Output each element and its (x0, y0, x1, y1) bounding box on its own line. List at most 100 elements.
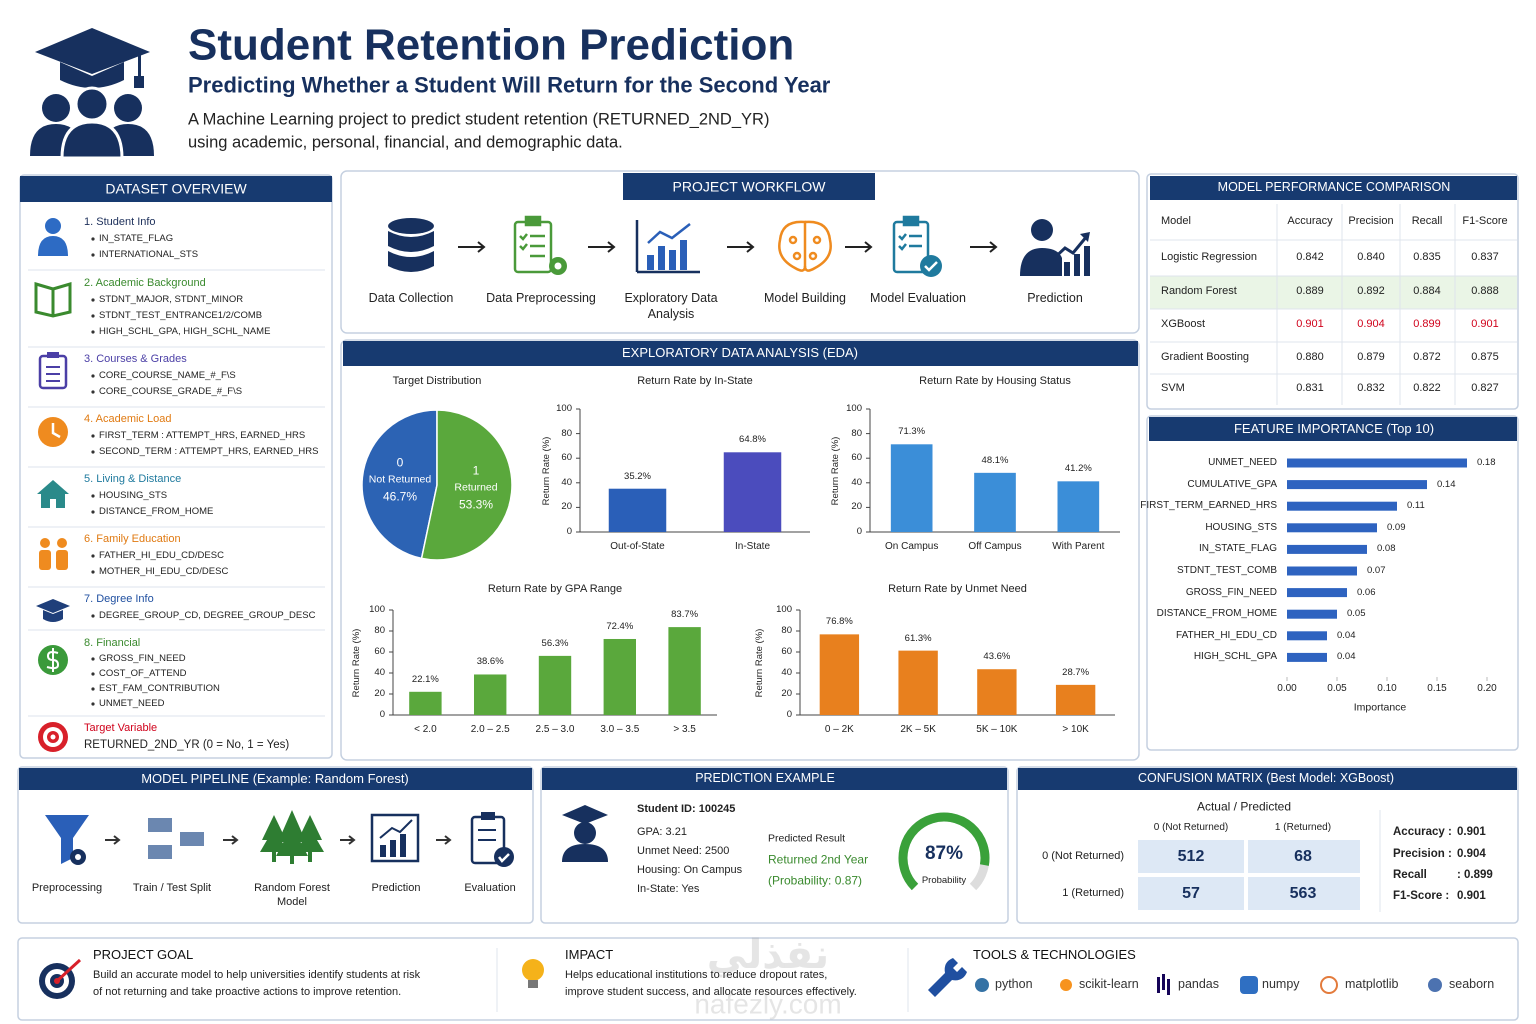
bar (1287, 566, 1357, 576)
description: A Machine Learning project to predict st… (188, 110, 770, 129)
group-item: HOUSING_STS (99, 490, 168, 502)
value-label: 28.7% (1062, 666, 1090, 678)
chart-title: Return Rate by Housing Status (919, 375, 1071, 388)
metric-label: Precision : (1393, 847, 1452, 860)
y-tick-label: HOUSING_STS (1205, 521, 1277, 533)
x-axis-label: Importance (1353, 701, 1407, 714)
slice-name: Not Returned (368, 473, 432, 486)
y-tick-label: 100 (846, 403, 862, 415)
cm-row: 0 (Not Returned) (1042, 850, 1124, 863)
workflow-step: Model Evaluation (870, 291, 966, 305)
table-header: Recall (1411, 215, 1443, 228)
y-axis-label: Return Rate (%) (351, 628, 363, 697)
x-tick-label: In-State (734, 540, 771, 552)
cm-cell: 512 (1177, 848, 1205, 865)
panel-title: EXPLORATORY DATA ANALYSIS (EDA) (621, 344, 859, 360)
bullet (91, 450, 95, 454)
bar (1287, 480, 1427, 490)
metric-label: Recall (1393, 868, 1427, 881)
bar (819, 634, 860, 715)
bullet (91, 494, 95, 498)
cm-axis-title: Actual / Predicted (1196, 799, 1292, 814)
table-cell: 0.888 (1471, 285, 1499, 298)
x-tick-label: Off Campus (968, 540, 1022, 552)
tool: seaborn (1449, 977, 1495, 992)
subtitle: Predicting Whether a Student Will Return… (188, 72, 831, 98)
x-tick-label: < 2.0 (414, 723, 437, 735)
table-cell: 0.831 (1296, 382, 1324, 395)
table-header: Model (1161, 215, 1191, 228)
field: In-State: Yes (637, 883, 700, 896)
bar (898, 650, 938, 715)
panel-title: CONFUSION MATRIX (Best Model: XGBoost) (1137, 771, 1395, 786)
result: Returned 2nd Year (768, 852, 869, 867)
bullet (91, 672, 95, 676)
group-item: FIRST_TERM : ATTEMPT_HRS, EARNED_HRS (99, 430, 306, 442)
pipeline-step: Prediction (371, 882, 421, 894)
x-tick-label: 0.05 (1327, 682, 1347, 694)
value-label: 56.3% (541, 637, 569, 649)
y-tick-label: 0 (856, 526, 862, 538)
bullet (91, 687, 95, 691)
table-cell: 0.832 (1357, 382, 1385, 395)
bar (608, 488, 667, 532)
y-tick-label: 80 (851, 427, 862, 439)
value-label: 71.3% (898, 426, 926, 438)
value-label: 76.8% (825, 616, 853, 628)
x-tick-label: 5K – 10K (976, 723, 1018, 735)
bar (1287, 458, 1467, 468)
y-axis-label: Return Rate (%) (754, 628, 766, 697)
table-cell: 0.889 (1296, 285, 1324, 298)
x-tick-label: > 3.5 (673, 723, 696, 735)
bar (974, 472, 1016, 532)
probability: (Probability: 0.87) (768, 873, 863, 888)
y-tick-label: HIGH_SCHL_GPA (1193, 651, 1277, 663)
target-title: Target Variable (84, 722, 158, 735)
tool: matplotlib (1345, 977, 1399, 992)
value-label: 0.14 (1437, 478, 1456, 490)
student-icon (562, 805, 608, 862)
description: using academic, personal, financial, and… (188, 133, 623, 152)
footer-title: PROJECT GOAL (93, 946, 194, 962)
x-tick-label: 0.00 (1277, 682, 1297, 694)
chart-title: Return Rate by Unmet Need (888, 583, 1027, 596)
table-cell: 0.875 (1471, 351, 1499, 364)
cm-cell: 563 (1289, 885, 1317, 902)
metric-value: 0.901 (1457, 825, 1486, 838)
group-title: 4. Academic Load (84, 413, 172, 426)
panel-title: PROJECT WORKFLOW (672, 178, 826, 195)
pipeline-icons (45, 810, 514, 867)
y-tick-label: 60 (781, 646, 792, 658)
bar (1287, 631, 1327, 641)
panel-headers (19, 173, 1517, 790)
group-item: SECOND_TERM : ATTEMPT_HRS, EARNED_HRS (99, 446, 319, 458)
value-label: 72.4% (606, 621, 634, 633)
slice-name: Returned (454, 481, 498, 494)
table-cell: 0.827 (1471, 382, 1499, 395)
y-tick-label: 0 (786, 709, 792, 721)
y-tick-label: 20 (374, 688, 385, 700)
group-title: 6. Family Education (84, 533, 181, 546)
panels (17, 170, 1519, 1021)
bullet (91, 374, 95, 378)
table-cell: 0.901 (1471, 318, 1499, 331)
metric-value: 0.904 (1457, 847, 1486, 860)
metric-label: F1-Score : (1393, 889, 1450, 902)
x-tick-label: 0.10 (1377, 682, 1397, 694)
watermark: نفذلي (706, 933, 830, 977)
group-item: COST_OF_ATTEND (99, 668, 187, 680)
footer-title: TOOLS & TECHNOLOGIES (973, 946, 1136, 962)
table-cell: SVM (1161, 382, 1185, 395)
y-tick-label: FIRST_TERM_EARNED_HRS (1140, 499, 1277, 511)
y-tick-label: 20 (561, 501, 572, 513)
footer-title: IMPACT (565, 946, 614, 962)
group-item: STDNT_TEST_ENTRANCE1/2/COMB (99, 310, 263, 322)
bar (1287, 523, 1377, 533)
metric-value: : 0.899 (1457, 868, 1493, 881)
group-item: UNMET_NEED (99, 698, 165, 710)
y-tick-label: 60 (374, 646, 385, 658)
bar (1057, 481, 1100, 532)
tool: python (995, 977, 1033, 992)
tool: pandas (1178, 977, 1220, 992)
